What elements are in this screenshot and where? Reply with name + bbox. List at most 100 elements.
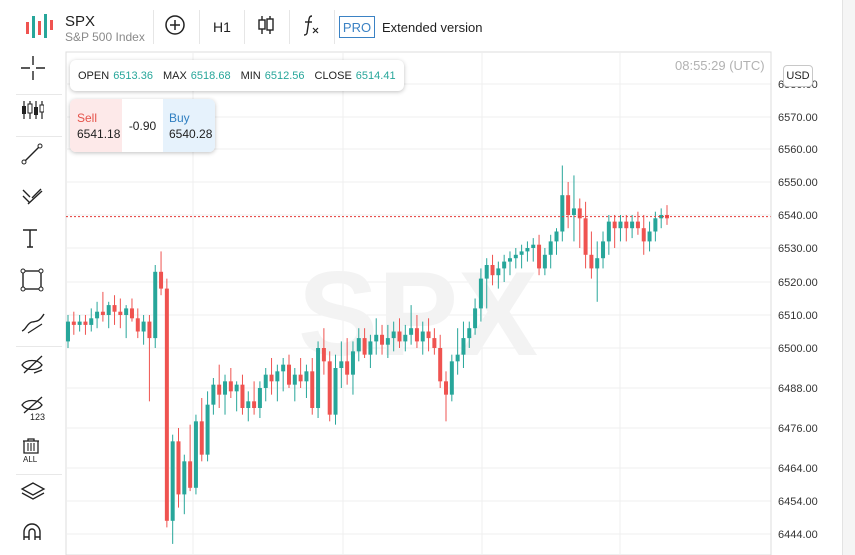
- candle-body: [281, 364, 286, 372]
- y-tick-label: 6520.00: [778, 277, 818, 289]
- candle-body: [205, 404, 210, 455]
- candle: [391, 321, 396, 352]
- candle: [612, 215, 617, 248]
- trade-panel: Sell 6541.18 -0.90 Buy 6540.28: [70, 99, 215, 152]
- candle: [153, 265, 158, 348]
- candle: [542, 248, 547, 276]
- candle: [269, 358, 274, 395]
- candle-body: [548, 241, 553, 255]
- candle-body: [473, 308, 478, 329]
- candle-body: [112, 305, 117, 312]
- candle-body: [100, 311, 105, 315]
- sell-button[interactable]: Sell 6541.18: [70, 99, 122, 152]
- currency-button[interactable]: USD: [783, 65, 813, 87]
- pro-badge[interactable]: PRO: [339, 16, 375, 38]
- add-symbol-button[interactable]: [160, 10, 190, 44]
- buy-button[interactable]: Buy 6540.28: [163, 99, 215, 152]
- candle: [205, 391, 210, 462]
- candle: [193, 414, 198, 495]
- toolbar-divider: [16, 94, 62, 95]
- candle-body: [193, 421, 198, 488]
- shapes-icon: [20, 268, 44, 297]
- chart-grid: [65, 51, 772, 555]
- candle: [606, 215, 611, 255]
- crosshair-button[interactable]: [20, 55, 60, 85]
- candle-body: [350, 351, 355, 375]
- candle-body: [211, 384, 216, 405]
- candle-body: [391, 331, 396, 339]
- candle-body: [624, 221, 629, 229]
- candle: [77, 315, 82, 332]
- candle: [83, 315, 88, 335]
- candle: [484, 258, 489, 309]
- candle: [641, 215, 646, 255]
- hide-labels-button[interactable]: 123: [20, 395, 60, 425]
- symbol-ticker[interactable]: SPX: [65, 13, 96, 30]
- candle: [647, 221, 652, 252]
- server-clock: 08:55:29 (UTC): [675, 58, 765, 73]
- candle: [444, 371, 449, 422]
- candle-body: [397, 331, 402, 342]
- indicators-button[interactable]: [20, 97, 60, 127]
- open-label: OPEN: [78, 69, 110, 82]
- y-tick-label: 6476.00: [778, 423, 818, 435]
- hide-drawings-button[interactable]: [20, 352, 60, 382]
- candle-body: [635, 221, 640, 229]
- candle-body: [537, 244, 542, 269]
- candle: [129, 298, 134, 322]
- candle: [571, 175, 576, 242]
- candle: [630, 215, 635, 239]
- candle: [595, 241, 600, 302]
- candle: [455, 328, 460, 375]
- max-label: MAX: [162, 69, 187, 82]
- crosshair-icon: [20, 55, 46, 86]
- close-label: CLOSE: [314, 69, 352, 82]
- candle-body: [228, 381, 233, 392]
- candlestick-icon: [257, 14, 275, 41]
- min-value: 6512.56: [264, 69, 305, 82]
- symbol-name[interactable]: S&P 500 Index: [65, 30, 145, 44]
- candle-body: [583, 218, 588, 255]
- indicators-function-button[interactable]: [295, 10, 327, 44]
- candle-body: [374, 334, 379, 342]
- candle-body: [77, 321, 82, 325]
- candle: [275, 364, 280, 402]
- layers-button[interactable]: [20, 479, 60, 509]
- text-tool-button[interactable]: [20, 225, 60, 255]
- candle: [257, 381, 262, 418]
- candle-body: [252, 401, 257, 408]
- extended-version-link[interactable]: Extended version: [382, 20, 483, 35]
- y-tick-label: 6464.00: [778, 463, 818, 475]
- candle-body: [310, 371, 315, 408]
- brush-button[interactable]: [20, 310, 60, 340]
- svg-text:123: 123: [30, 412, 45, 421]
- candle-body: [118, 311, 123, 315]
- candle: [95, 301, 100, 329]
- symbol-watermark: SPX: [298, 247, 538, 381]
- candle: [659, 208, 664, 229]
- hide-123-icon: 123: [20, 395, 48, 426]
- chart-type-button[interactable]: [250, 10, 282, 44]
- candle-body: [589, 254, 594, 269]
- candle: [362, 328, 367, 358]
- trend-line-button[interactable]: [20, 141, 60, 171]
- candle: [118, 298, 123, 329]
- fib-tools-button[interactable]: [20, 183, 60, 213]
- y-tick-label: 6550.00: [778, 177, 818, 189]
- candle: [223, 374, 228, 415]
- candle-body: [124, 308, 129, 315]
- shapes-button[interactable]: [20, 267, 60, 297]
- candle-body: [153, 271, 158, 339]
- brush-icon: [20, 311, 46, 340]
- delete-all-button[interactable]: ALL: [20, 437, 60, 467]
- y-tick-label: 6488.00: [778, 383, 818, 395]
- candle-body: [653, 218, 658, 232]
- candle: [374, 318, 379, 355]
- timeframe-button[interactable]: H1: [213, 19, 231, 35]
- candle: [380, 324, 385, 355]
- candle-body: [246, 401, 251, 408]
- candle: [333, 354, 338, 425]
- candle-body: [438, 348, 443, 382]
- magnet-button[interactable]: [20, 522, 60, 552]
